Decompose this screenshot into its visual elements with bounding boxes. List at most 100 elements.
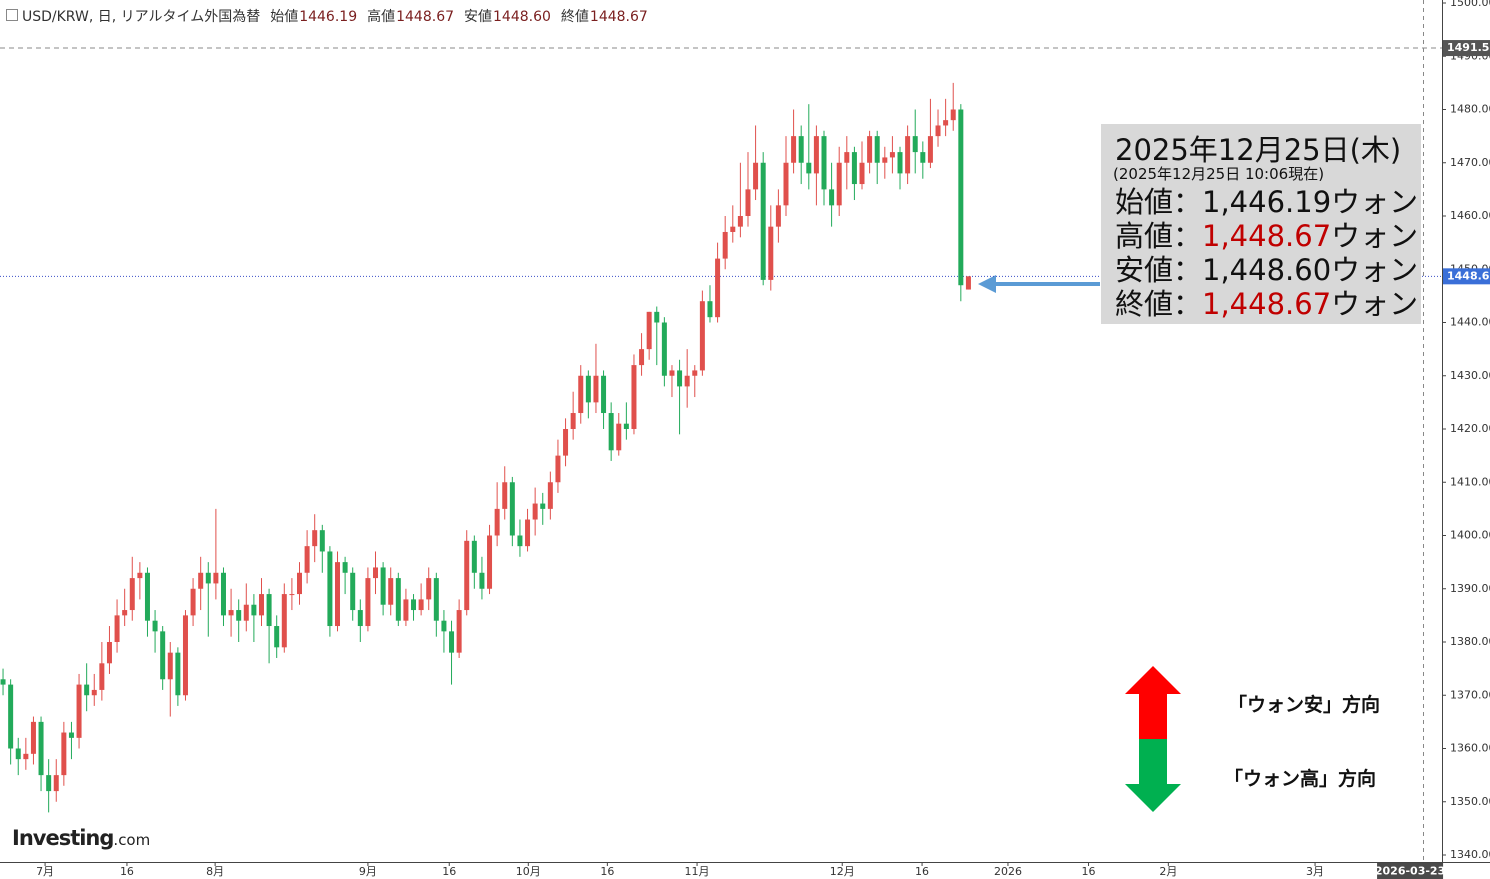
candle-body <box>882 157 888 163</box>
candle-body <box>312 530 318 547</box>
candle-body <box>806 162 812 174</box>
info-title: 2025年12月25日(木) <box>1115 133 1402 167</box>
candle-body <box>525 519 531 547</box>
price-label-bg <box>1443 268 1490 285</box>
ohlc-label: 終値 <box>560 9 589 25</box>
x-tick-label: 12月 <box>830 865 855 878</box>
candle-body <box>722 231 728 259</box>
candle-body <box>555 455 561 483</box>
candle-body <box>623 423 629 429</box>
candle-body <box>563 429 569 456</box>
info-box: 2025年12月25日(木) (2025年12月25日 10:06現在) 始値：… <box>1101 124 1421 324</box>
candle-body <box>851 152 857 185</box>
candle-body <box>61 732 67 776</box>
candle-body <box>449 631 455 653</box>
candle-body <box>844 152 850 163</box>
candle-body <box>950 109 956 121</box>
candle-body <box>289 594 295 596</box>
ohlc: 始値1446.19 <box>270 6 357 26</box>
candle-body <box>677 370 683 387</box>
candle-body <box>517 535 523 547</box>
candle-body <box>411 599 417 611</box>
candle-body <box>418 599 424 611</box>
candle-body <box>920 152 926 163</box>
candle-body <box>426 578 432 600</box>
candle-body <box>433 578 439 621</box>
candle-body <box>692 370 698 376</box>
candle-body <box>46 775 52 792</box>
y-tick-label: 1460.00 <box>1450 209 1490 222</box>
candle-body <box>122 610 128 616</box>
candle-body <box>441 620 447 632</box>
candle-body <box>84 684 90 696</box>
candle-body <box>616 423 622 451</box>
ohlc-value: 1448.67 <box>589 9 648 25</box>
ohlc-label: 始値 <box>270 9 299 25</box>
candle-body <box>167 652 173 680</box>
candle-body <box>342 562 348 573</box>
x-tick-label: 10月 <box>516 865 541 878</box>
candle-body <box>76 684 82 738</box>
candle-body <box>228 610 234 616</box>
x-tick-label: 16 <box>600 865 614 878</box>
candle-body <box>547 482 553 509</box>
candle-body <box>745 189 751 216</box>
x-tick-label: 3月 <box>1306 865 1324 878</box>
x-tick-label: 7月 <box>36 865 54 878</box>
candle-body <box>905 136 911 174</box>
direction-down-label: 「ウォン高」方向 <box>1224 768 1377 790</box>
y-tick-label: 1500.00 <box>1450 0 1490 9</box>
logo-name: Investing <box>12 826 114 850</box>
candle-body <box>388 578 394 605</box>
candle-body <box>494 508 500 536</box>
candle-body <box>213 572 219 584</box>
candle-body <box>897 152 903 174</box>
candle-body <box>821 136 827 190</box>
candle-body <box>593 375 599 403</box>
candle-body <box>730 226 736 232</box>
symbol-text: USD/KRW, 日, リアルタイム外国為替 <box>22 9 261 25</box>
candle-body <box>114 615 120 642</box>
y-tick-label: 1470.00 <box>1450 156 1490 169</box>
candle-body <box>509 482 515 536</box>
x-tick-label: 11月 <box>685 865 710 878</box>
ohlc-label: 安値 <box>464 9 493 25</box>
candle-body <box>182 615 188 696</box>
candle-body <box>798 136 804 163</box>
ohlc: 安値1448.60 <box>464 6 551 26</box>
y-tick-label: 1380.00 <box>1450 635 1490 648</box>
x-tick-label: 16 <box>1082 865 1096 878</box>
ohlc-value: 1448.67 <box>396 9 455 25</box>
y-tick-label: 1370.00 <box>1450 688 1490 701</box>
symbol: USD/KRW, 日, リアルタイム外国為替 <box>6 6 260 26</box>
candle-body <box>160 631 166 680</box>
candle-body <box>296 572 302 595</box>
candle-body <box>753 162 759 190</box>
y-tick-label: 1390.00 <box>1450 582 1490 595</box>
cursor-date-label: 2026-03-23 <box>1375 865 1445 878</box>
candle-body <box>859 162 865 185</box>
candle-body <box>943 120 949 126</box>
cursor-date-bg <box>1377 863 1444 879</box>
logo: Investing.com <box>12 826 150 850</box>
candle-body <box>403 599 409 621</box>
info-row: 終値：1,448.67ウォン <box>1115 281 1418 323</box>
candle-body <box>965 276 971 290</box>
candle-body <box>243 604 249 621</box>
candle-body <box>646 311 652 350</box>
y-tick-label: 1440.00 <box>1450 316 1490 329</box>
ohlc-value: 1448.60 <box>493 9 551 25</box>
candle-body <box>661 322 667 376</box>
candle-body <box>669 370 675 376</box>
candle-body <box>304 546 310 573</box>
info-row: 始値：1,446.19ウォン <box>1115 179 1418 221</box>
info-value: 1,448.67 <box>1202 287 1332 321</box>
candle-body <box>152 620 158 632</box>
candle-body <box>532 503 538 520</box>
candle-body <box>30 721 36 754</box>
x-tick-label: 2026 <box>994 865 1022 878</box>
candle-body <box>190 588 196 616</box>
candle-body <box>395 578 401 621</box>
candle-body <box>867 136 873 163</box>
candle-body <box>258 594 264 616</box>
